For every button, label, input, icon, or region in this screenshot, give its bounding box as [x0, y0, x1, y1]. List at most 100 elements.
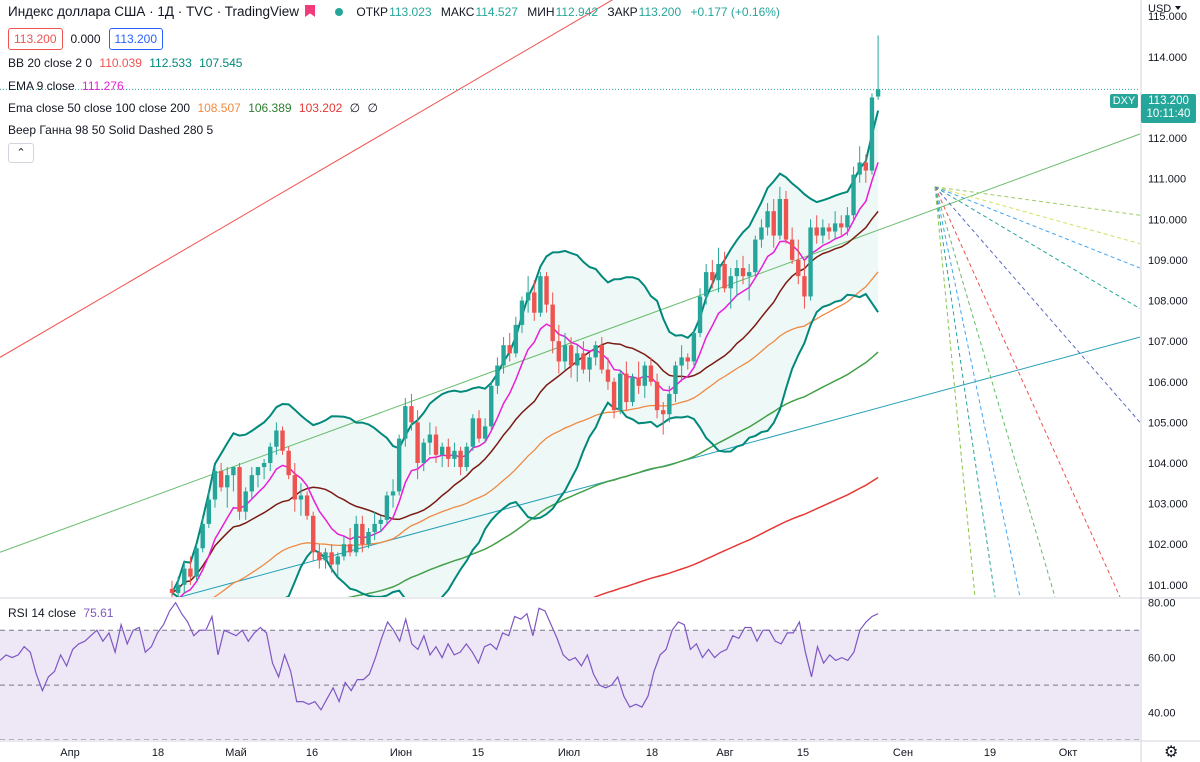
candle-body	[311, 515, 316, 553]
ema-multi-value-3: 103.202	[298, 101, 343, 115]
candle-body	[304, 495, 310, 516]
gann-fan-line-9	[934, 186, 976, 597]
candle-body	[292, 475, 297, 500]
candle-body	[255, 467, 261, 476]
gann-fan-line-3	[934, 186, 1140, 310]
candle-body	[341, 544, 347, 557]
candle-body	[759, 227, 764, 240]
candle-body	[710, 272, 715, 281]
gann-label: Веер Ганна 98 50 Solid Dashed 280 5	[8, 123, 214, 137]
ohlc-close-value: 113.200	[638, 5, 682, 19]
ask-box[interactable]: 113.200	[108, 28, 164, 50]
bb-legend[interactable]: BB 20 close 2 0 110.039 112.533 107.545	[8, 55, 242, 71]
candle-body	[206, 499, 212, 524]
candle-body	[280, 430, 285, 451]
candle-body	[605, 369, 611, 382]
ema-multi-value-4: ∅	[349, 101, 361, 115]
ohlc-low-label: МИН	[527, 5, 555, 19]
spread-value: 0.000	[70, 32, 101, 46]
candle-body	[188, 568, 193, 577]
candle-body	[501, 345, 506, 366]
candle-body	[630, 377, 635, 403]
bb-lower-line	[171, 292, 879, 597]
ohlc-high-label: МАКС	[440, 5, 475, 19]
candle-body	[814, 227, 819, 236]
gann-fan-line-2	[934, 186, 1140, 269]
candle-body	[875, 89, 881, 97]
currency-selector[interactable]: USD	[1148, 3, 1181, 15]
candle-body	[746, 272, 752, 277]
gann-fan-line-6	[934, 186, 1056, 597]
candle-body	[409, 406, 414, 423]
candle-body	[175, 584, 181, 593]
candle-body	[648, 365, 654, 382]
candle-body	[519, 300, 525, 325]
symbol-title[interactable]: Индекс доллара США · 1Д · TVC · TradingV…	[8, 4, 300, 19]
candle-body	[863, 162, 869, 171]
time-tick-label: 19	[984, 747, 996, 759]
ema-multi-legend[interactable]: Ema close 50 close 100 close 200 108.507…	[8, 100, 378, 116]
flag-icon[interactable]	[305, 5, 316, 17]
candle-body	[378, 519, 383, 524]
bb-label: BB 20 close 2 0	[8, 56, 93, 70]
gann-legend[interactable]: Веер Ганна 98 50 Solid Dashed 280 5	[8, 122, 213, 138]
rsi-label: RSI 14 close	[8, 606, 77, 620]
candle-body	[390, 491, 396, 496]
ema9-legend[interactable]: EMA 9 close 111.276	[8, 78, 124, 94]
candle-body	[427, 434, 433, 443]
candle-body	[323, 552, 328, 561]
price-tick-label: 107.000	[1148, 336, 1188, 348]
rsi-legend[interactable]: RSI 14 close 75.61	[8, 605, 113, 621]
collapse-legend-button[interactable]: ⌃	[8, 143, 34, 163]
candle-body	[482, 426, 488, 439]
ohlc-change: +0.177 (+0.16%)	[690, 5, 780, 19]
candle-body	[544, 276, 549, 305]
candle-body	[354, 523, 359, 553]
ohlc-values: ОТКР113.023 МАКС114.527 МИН112.942 ЗАКР1…	[353, 5, 780, 19]
ema9-label: EMA 9 close	[8, 79, 75, 93]
price-tick-label: 109.000	[1148, 255, 1188, 267]
time-tick-label: 18	[646, 747, 658, 759]
candle-body	[562, 345, 568, 362]
candle-body	[169, 588, 175, 593]
market-status-icon	[335, 8, 344, 16]
candle-body	[532, 292, 537, 313]
candle-body	[335, 556, 340, 565]
main-pane	[0, 0, 1140, 597]
candle-body	[802, 276, 807, 297]
candle-body	[212, 471, 218, 500]
candle-body	[470, 418, 476, 447]
ohlc-open-label: ОТКР	[356, 5, 389, 19]
price-tick-label: 102.000	[1148, 539, 1188, 551]
candle-body	[194, 548, 199, 577]
candle-body	[317, 552, 322, 561]
candle-body	[581, 353, 586, 370]
candle-body	[771, 211, 776, 236]
gann-fan-line-1	[934, 186, 1140, 245]
price-tick-label: 108.000	[1148, 296, 1188, 308]
candle-body	[697, 296, 703, 334]
candle-body	[796, 259, 801, 277]
candle-body	[636, 377, 641, 386]
settings-gear-icon[interactable]: ⚙	[1164, 744, 1179, 761]
candle-body	[513, 324, 519, 354]
price-tick-label: 103.000	[1148, 499, 1188, 511]
time-tick-label: 18	[152, 747, 164, 759]
bid-box[interactable]: 113.200	[8, 28, 63, 50]
bb-basis-line	[171, 210, 879, 594]
trend-line-green	[0, 133, 1140, 553]
bb-basis-value: 110.039	[99, 56, 142, 70]
candle-body	[820, 227, 826, 236]
candle-body	[403, 406, 408, 439]
candle-body	[433, 434, 439, 455]
candle-body	[556, 341, 562, 362]
time-tick-label: Авг	[716, 747, 733, 759]
candle-body	[458, 450, 463, 468]
candle-body	[618, 373, 623, 411]
candle-body	[286, 450, 291, 476]
time-tick-label: Май	[225, 747, 247, 759]
candle-body	[274, 430, 279, 447]
candle-body	[476, 418, 482, 439]
gann-fan-line-7	[934, 186, 1021, 597]
bb-upper-line	[171, 110, 880, 594]
